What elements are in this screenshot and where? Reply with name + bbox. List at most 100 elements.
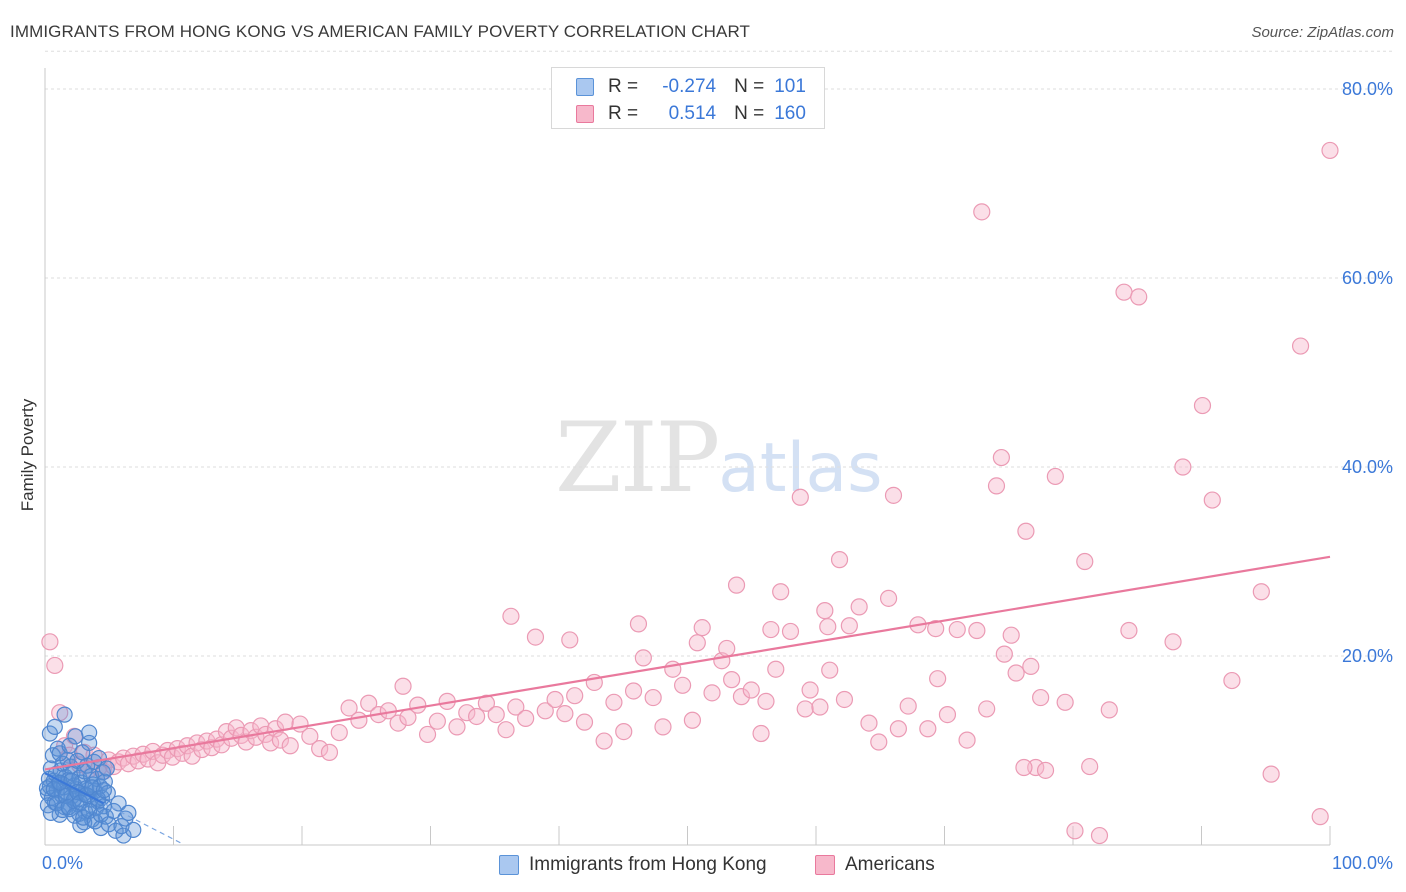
american-point — [350, 711, 368, 729]
american-point — [870, 733, 888, 751]
american-point — [968, 621, 986, 640]
american-point — [497, 721, 515, 739]
american-point — [615, 722, 633, 741]
legend-n-value: 160 — [774, 103, 806, 124]
x-tick-label: 100.0% — [1332, 853, 1393, 873]
american-point — [320, 743, 339, 761]
hong-kong-point — [95, 782, 112, 799]
american-point — [1321, 141, 1339, 160]
american-point — [1081, 757, 1099, 776]
american-point — [595, 732, 613, 750]
watermark-atlas: atlas — [718, 429, 883, 508]
y-tick-label: 40.0% — [1342, 457, 1393, 477]
american-point — [723, 671, 741, 689]
american-point — [1100, 701, 1118, 719]
american-point — [889, 720, 907, 738]
american-point — [41, 633, 59, 651]
legend-swatch-hong-kong — [576, 78, 594, 96]
bottom-legend-hong-kong: Immigrants from Hong Kong — [499, 852, 767, 878]
american-point — [546, 690, 564, 709]
american-point — [1164, 633, 1182, 651]
american-point — [1007, 664, 1025, 682]
american-point — [311, 740, 329, 758]
american-point — [1252, 583, 1270, 601]
hong-kong-point — [81, 724, 98, 741]
americans-trend-line — [44, 555, 1331, 771]
american-point — [978, 700, 996, 718]
american-point — [673, 676, 692, 694]
legend-n-label: N = — [734, 103, 765, 124]
american-point — [502, 607, 520, 625]
american-point — [1130, 288, 1148, 306]
american-point — [566, 687, 584, 705]
american-point — [1032, 688, 1050, 707]
american-point — [203, 739, 221, 757]
american-point — [948, 620, 966, 639]
american-point — [1090, 826, 1109, 845]
american-point — [879, 589, 898, 607]
american-point — [389, 714, 407, 732]
american-point — [281, 737, 299, 755]
hong-kong-point — [56, 706, 73, 723]
american-point — [1076, 552, 1094, 571]
american-point — [536, 702, 554, 720]
american-point — [183, 747, 201, 765]
hong-kong-point — [115, 827, 132, 844]
american-point — [1120, 621, 1138, 640]
american-point — [458, 704, 476, 722]
x-tick-label: 0.0% — [42, 853, 83, 873]
american-point — [634, 649, 652, 667]
bottom-legend-americans: Americans — [815, 852, 935, 878]
hong-kong-point — [98, 760, 115, 777]
chart-title: IMMIGRANTS FROM HONG KONG VS AMERICAN FA… — [10, 22, 750, 41]
american-point — [830, 551, 849, 569]
american-point — [448, 718, 466, 736]
american-point — [688, 634, 706, 652]
american-point — [772, 583, 790, 601]
american-point — [919, 720, 937, 738]
hong-kong-point — [120, 804, 137, 821]
american-point — [703, 684, 721, 702]
hong-kong-trend-extension — [103, 802, 183, 845]
american-point — [796, 700, 814, 718]
american-point — [1002, 626, 1020, 644]
y-tick-label: 60.0% — [1342, 268, 1393, 288]
american-point — [360, 694, 378, 712]
american-point — [752, 724, 770, 743]
american-point — [811, 698, 829, 716]
y-tick-label: 80.0% — [1342, 79, 1393, 99]
american-point — [556, 705, 574, 723]
legend-r-value: 0.514 — [668, 103, 717, 124]
american-point — [973, 203, 991, 221]
american-point — [644, 688, 662, 707]
american-point — [330, 723, 348, 742]
american-point — [561, 631, 579, 649]
american-point — [938, 705, 957, 724]
american-point — [840, 617, 858, 635]
legend-r-label: R = — [608, 103, 639, 124]
american-point — [860, 714, 878, 732]
hong-kong-point — [86, 813, 104, 830]
american-point — [1203, 491, 1221, 509]
american-point — [428, 712, 446, 730]
american-point — [1066, 822, 1084, 840]
american-point — [742, 681, 760, 699]
american-point — [992, 448, 1010, 467]
bottom-legend-swatch-hong-kong — [499, 855, 519, 875]
american-point — [850, 598, 868, 616]
american-point — [340, 699, 358, 717]
american-point — [1017, 522, 1035, 540]
american-point — [1311, 808, 1329, 826]
american-point — [271, 731, 290, 749]
hong-kong-point — [110, 795, 127, 812]
american-point — [1015, 758, 1033, 777]
american-point — [884, 486, 903, 504]
american-point — [791, 488, 809, 506]
american-point — [762, 620, 780, 639]
american-point — [899, 697, 917, 715]
american-point — [801, 681, 819, 699]
american-point — [995, 645, 1013, 663]
american-point — [757, 692, 775, 710]
american-point — [654, 718, 672, 736]
